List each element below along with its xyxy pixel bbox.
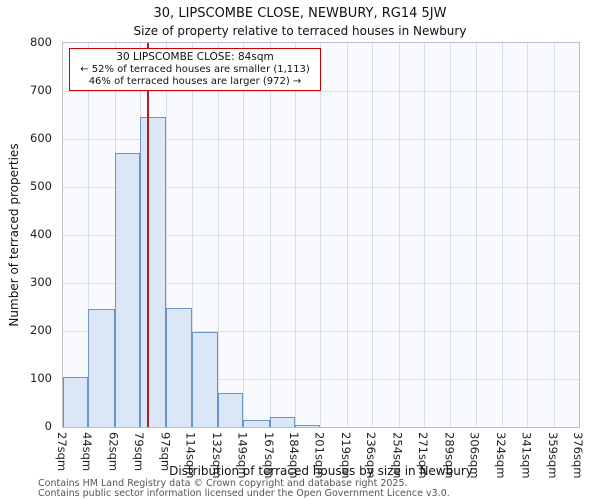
v-gridline <box>450 43 452 427</box>
v-gridline <box>218 43 220 427</box>
v-gridline <box>553 43 555 427</box>
v-gridline <box>372 43 373 427</box>
attribution-footer: Contains HM Land Registry data © Crown c… <box>38 478 598 500</box>
histogram-bar <box>114 153 140 427</box>
histogram-bar <box>191 332 219 427</box>
v-gridline <box>475 43 477 427</box>
y-tick-label: 200 <box>30 323 52 337</box>
annotation-smaller-line: ← 52% of terraced houses are smaller (1,… <box>80 64 310 76</box>
annotation-property-line: 30 LIPSCOMBE CLOSE: 84sqm <box>116 51 274 63</box>
y-tick-label: 800 <box>30 35 52 49</box>
y-tick-label: 0 <box>44 419 52 433</box>
v-gridline <box>88 43 90 427</box>
v-gridline <box>269 43 271 427</box>
histogram-bar <box>63 376 89 427</box>
y-tick-label: 400 <box>30 227 52 241</box>
v-gridline <box>346 43 348 427</box>
histogram-bar <box>218 393 244 427</box>
property-size-marker-line <box>147 43 149 427</box>
x-axis-label: Distribution of terraced houses by size … <box>169 464 473 478</box>
histogram-bar <box>139 117 167 427</box>
v-gridline <box>502 43 504 427</box>
v-gridline <box>166 43 168 427</box>
attribution-line-2: Contains public sector information licen… <box>38 488 450 500</box>
attribution-line-1: Contains HM Land Registry data © Crown c… <box>38 478 408 489</box>
plot-area: 30 LIPSCOMBE CLOSE: 84sqm ← 52% of terra… <box>62 42 580 428</box>
v-gridline <box>191 43 193 427</box>
annotation-larger-line: 46% of terraced houses are larger (972) … <box>88 76 302 88</box>
histogram-bar <box>88 309 115 427</box>
v-gridline <box>527 43 529 427</box>
chart-title: 30, LIPSCOMBE CLOSE, NEWBURY, RG14 5JW <box>153 6 447 21</box>
v-gridline <box>295 43 297 427</box>
histogram-bar <box>295 424 321 427</box>
histogram-bar <box>166 307 192 427</box>
y-tick-label: 700 <box>30 83 52 97</box>
y-axis-ticks: 0 100 200 300 400 500 600 700 800 <box>0 0 56 440</box>
chart-subtitle: Size of property relative to terraced ho… <box>133 24 467 38</box>
histogram-bar <box>243 419 270 427</box>
v-gridline <box>423 43 425 427</box>
marker-annotation: 30 LIPSCOMBE CLOSE: 84sqm ← 52% of terra… <box>69 48 321 92</box>
y-tick-label: 100 <box>30 371 52 385</box>
v-gridline <box>398 43 400 427</box>
v-gridline <box>243 43 245 427</box>
histogram-bar <box>269 417 296 427</box>
y-tick-label: 600 <box>30 131 52 145</box>
y-tick-label: 300 <box>30 275 52 289</box>
v-gridline <box>320 43 322 427</box>
y-tick-label: 500 <box>30 179 52 193</box>
